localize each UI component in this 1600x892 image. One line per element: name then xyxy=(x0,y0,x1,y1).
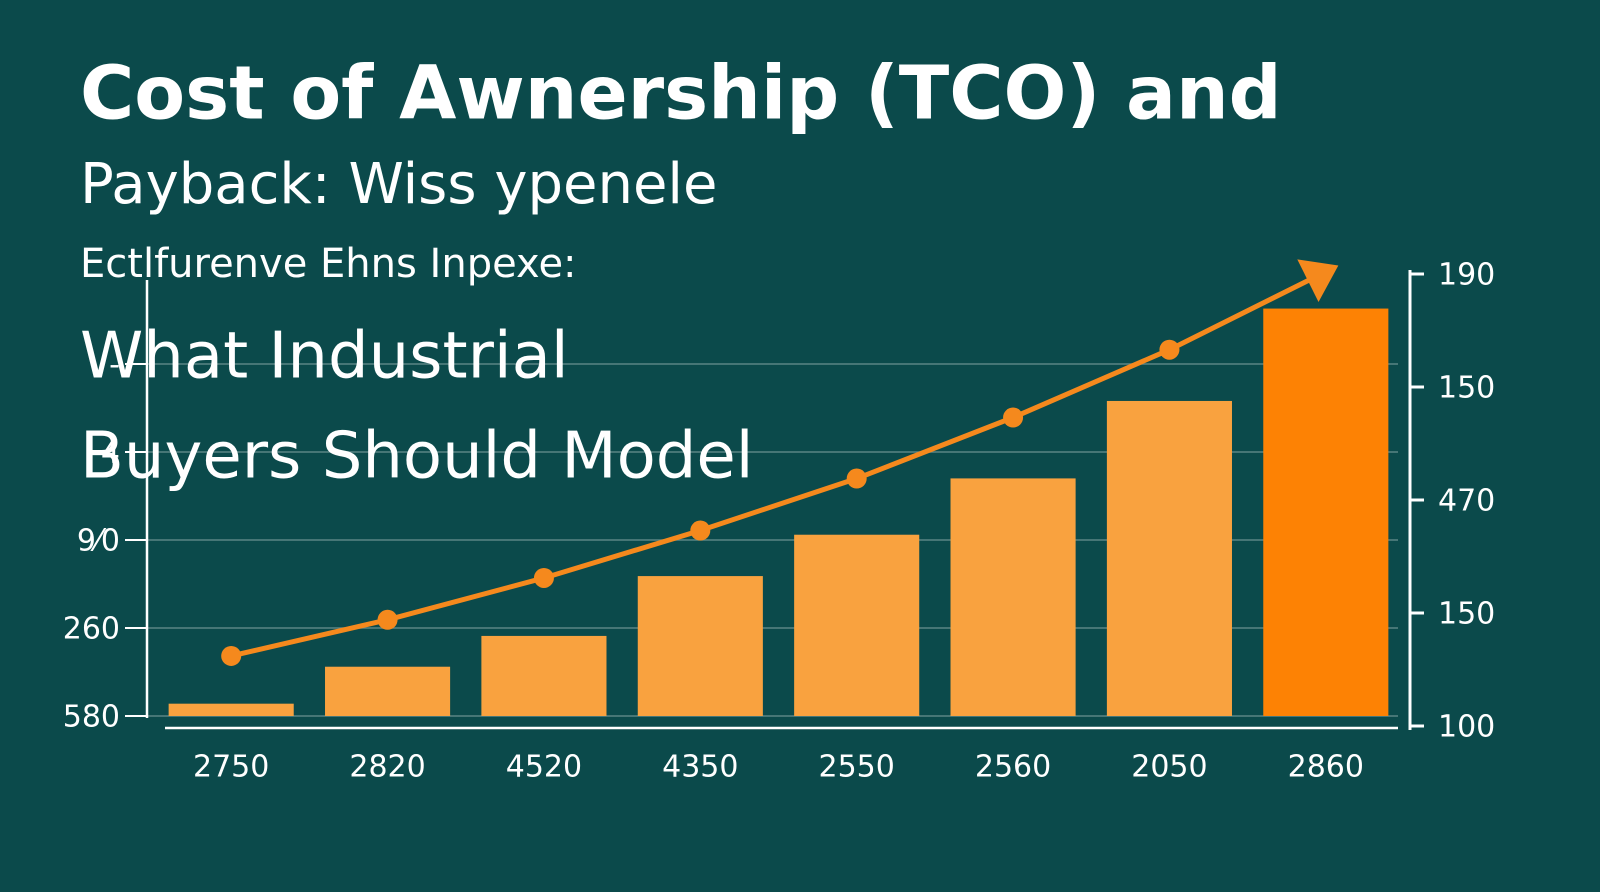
y2-tick-label: 150 xyxy=(1438,371,1495,406)
line-point xyxy=(377,609,398,630)
x-tick-label: 2860 xyxy=(1288,750,1364,785)
line-point xyxy=(846,468,867,489)
bar xyxy=(637,576,763,716)
y-tick-label: 4 xyxy=(101,436,120,471)
y2-tick-label: 150 xyxy=(1438,597,1495,632)
bar xyxy=(168,703,294,716)
bar xyxy=(794,534,920,716)
bar xyxy=(1263,308,1389,716)
y-tick-label: - xyxy=(109,348,120,383)
chart-subtitle: Payback: Wiss ypenele xyxy=(80,152,717,217)
line-arrowhead xyxy=(1297,259,1339,302)
chart-tagline: Ectlfurenve Ehns Inpexe: xyxy=(80,241,577,287)
line-point xyxy=(221,645,242,666)
y-tick-label: 580 xyxy=(63,700,120,735)
headline: Buyers Should Model xyxy=(80,420,754,494)
x-tick-label: 2050 xyxy=(1131,750,1207,785)
headline: What Industrial xyxy=(80,320,569,394)
line-point xyxy=(1159,339,1180,360)
x-tick-label: 2560 xyxy=(975,750,1051,785)
bar xyxy=(950,478,1076,716)
y2-tick-label: 100 xyxy=(1438,710,1495,745)
bar xyxy=(1106,400,1232,716)
y-tick-label: 9⁄0 xyxy=(77,524,120,559)
x-tick-label: 2750 xyxy=(193,750,269,785)
x-tick-label: 2550 xyxy=(819,750,895,785)
y2-tick-label: 470 xyxy=(1438,484,1495,519)
line-point xyxy=(1003,407,1024,428)
x-tick-label: 4520 xyxy=(506,750,582,785)
bar xyxy=(325,666,451,716)
bar xyxy=(481,635,607,716)
line-point xyxy=(690,520,711,541)
y-tick-label: 260 xyxy=(63,612,120,647)
x-tick-label: 4350 xyxy=(662,750,738,785)
y2-tick-label: 190 xyxy=(1438,258,1495,293)
chart-title: Cost of Awnership (TCO) and xyxy=(80,51,1282,137)
trend-line xyxy=(230,269,1327,659)
x-tick-label: 2820 xyxy=(349,750,425,785)
line-point xyxy=(533,567,554,588)
